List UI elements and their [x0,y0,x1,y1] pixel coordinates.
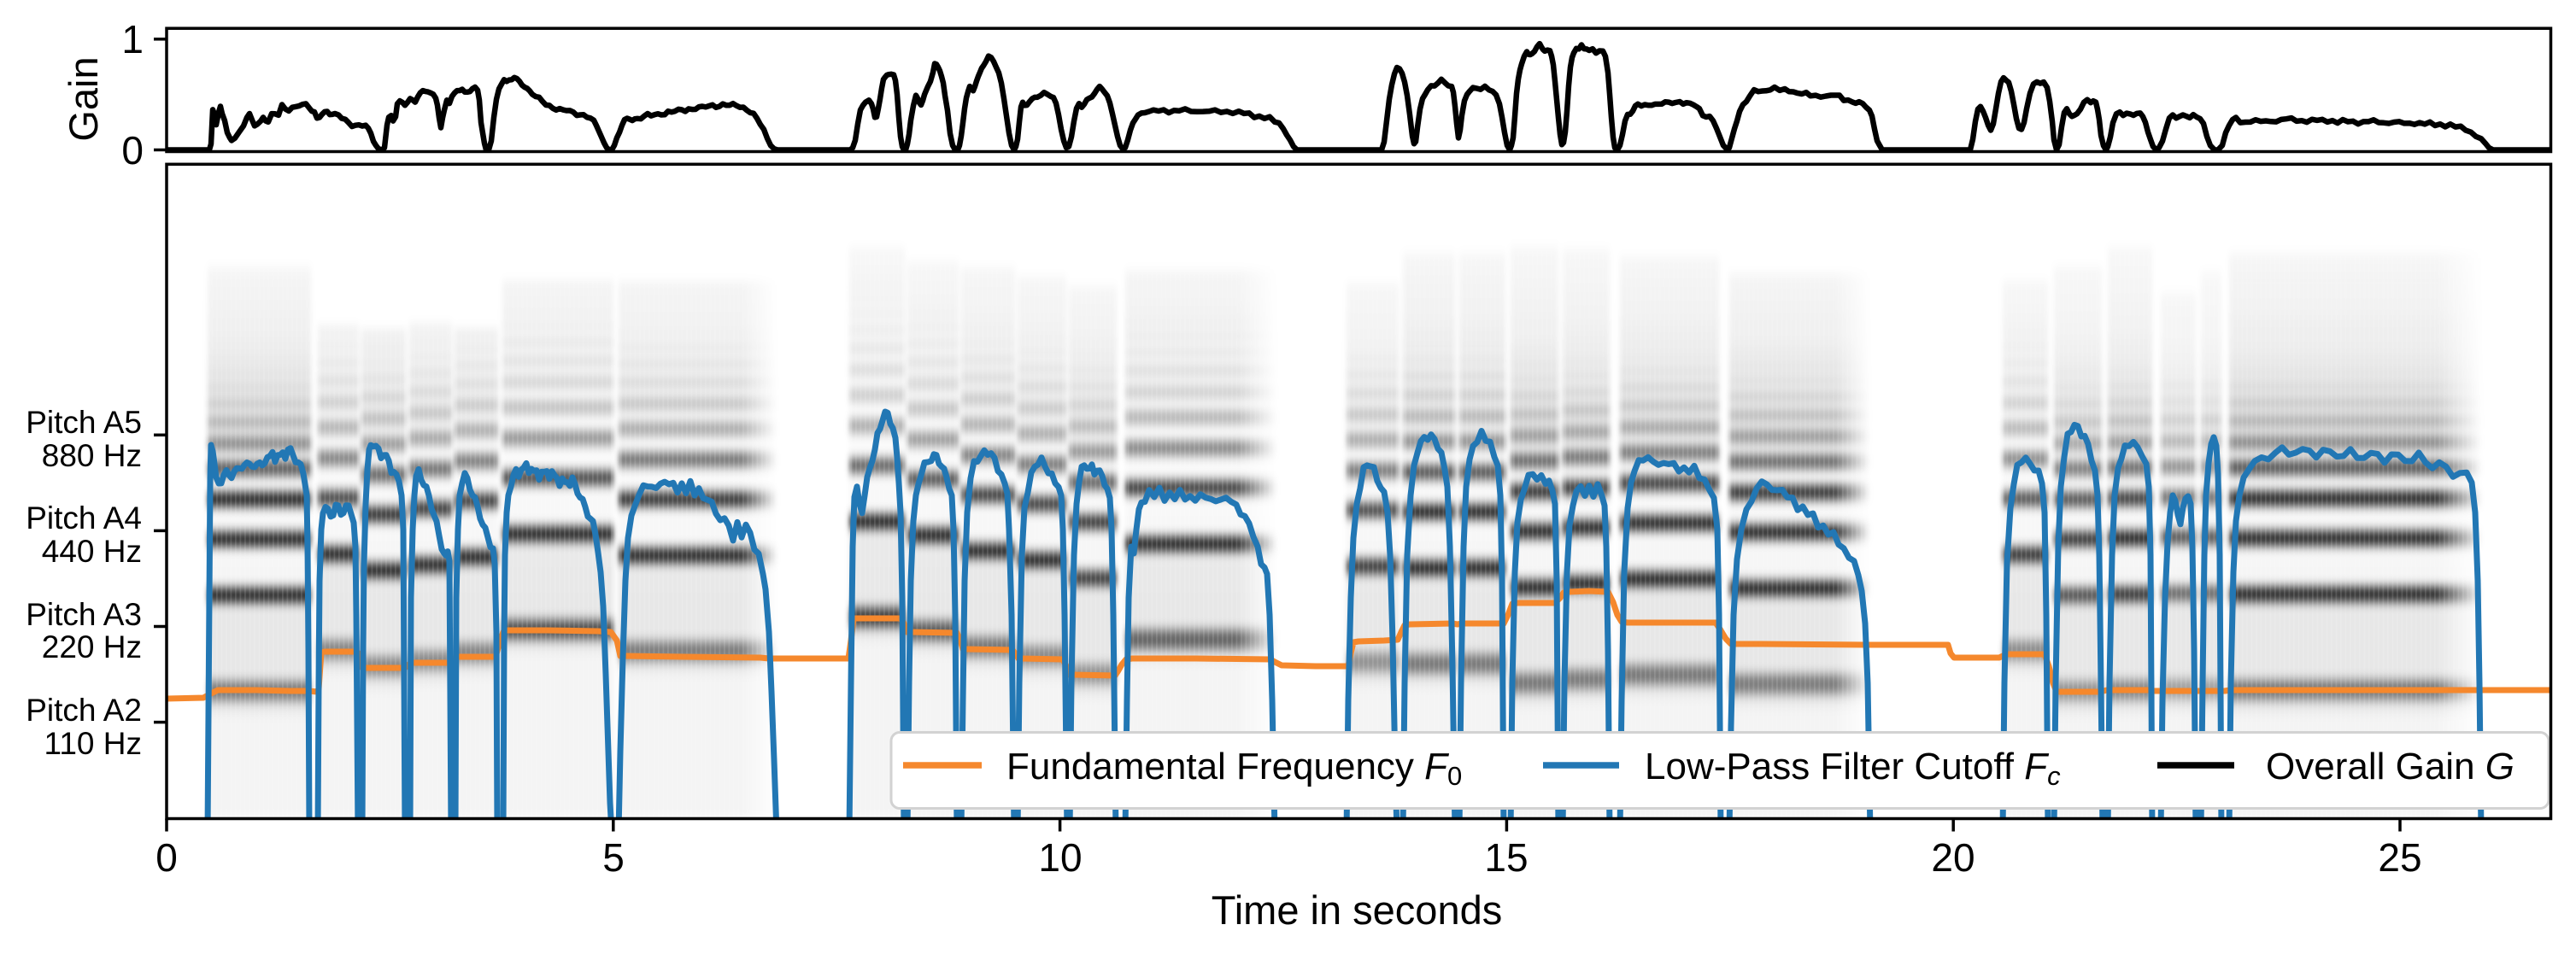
svg-text:Fundamental Frequency F0: Fundamental Frequency F0 [1006,746,1462,791]
svg-text:Gain: Gain [61,56,106,141]
svg-text:110 Hz: 110 Hz [44,726,143,761]
svg-text:0: 0 [121,128,144,173]
svg-text:Overall Gain G: Overall Gain G [2266,746,2514,787]
svg-text:440 Hz: 440 Hz [42,534,142,569]
svg-text:880 Hz: 880 Hz [42,438,142,473]
svg-text:25: 25 [2378,835,2421,880]
svg-text:Pitch A2: Pitch A2 [26,693,142,728]
svg-text:Pitch A4: Pitch A4 [26,500,142,536]
svg-text:5: 5 [602,835,625,880]
svg-text:0: 0 [155,835,178,880]
svg-text:Time in seconds: Time in seconds [1212,887,1502,933]
svg-text:Low-Pass Filter Cutoff Fc: Low-Pass Filter Cutoff Fc [1645,746,2061,791]
svg-text:10: 10 [1038,835,1082,880]
svg-text:1: 1 [121,17,144,61]
svg-text:220 Hz: 220 Hz [42,629,142,664]
svg-text:20: 20 [1931,835,1975,880]
svg-text:Pitch A5: Pitch A5 [26,405,142,440]
svg-text:15: 15 [1484,835,1528,880]
svg-text:Pitch A3: Pitch A3 [26,597,142,632]
